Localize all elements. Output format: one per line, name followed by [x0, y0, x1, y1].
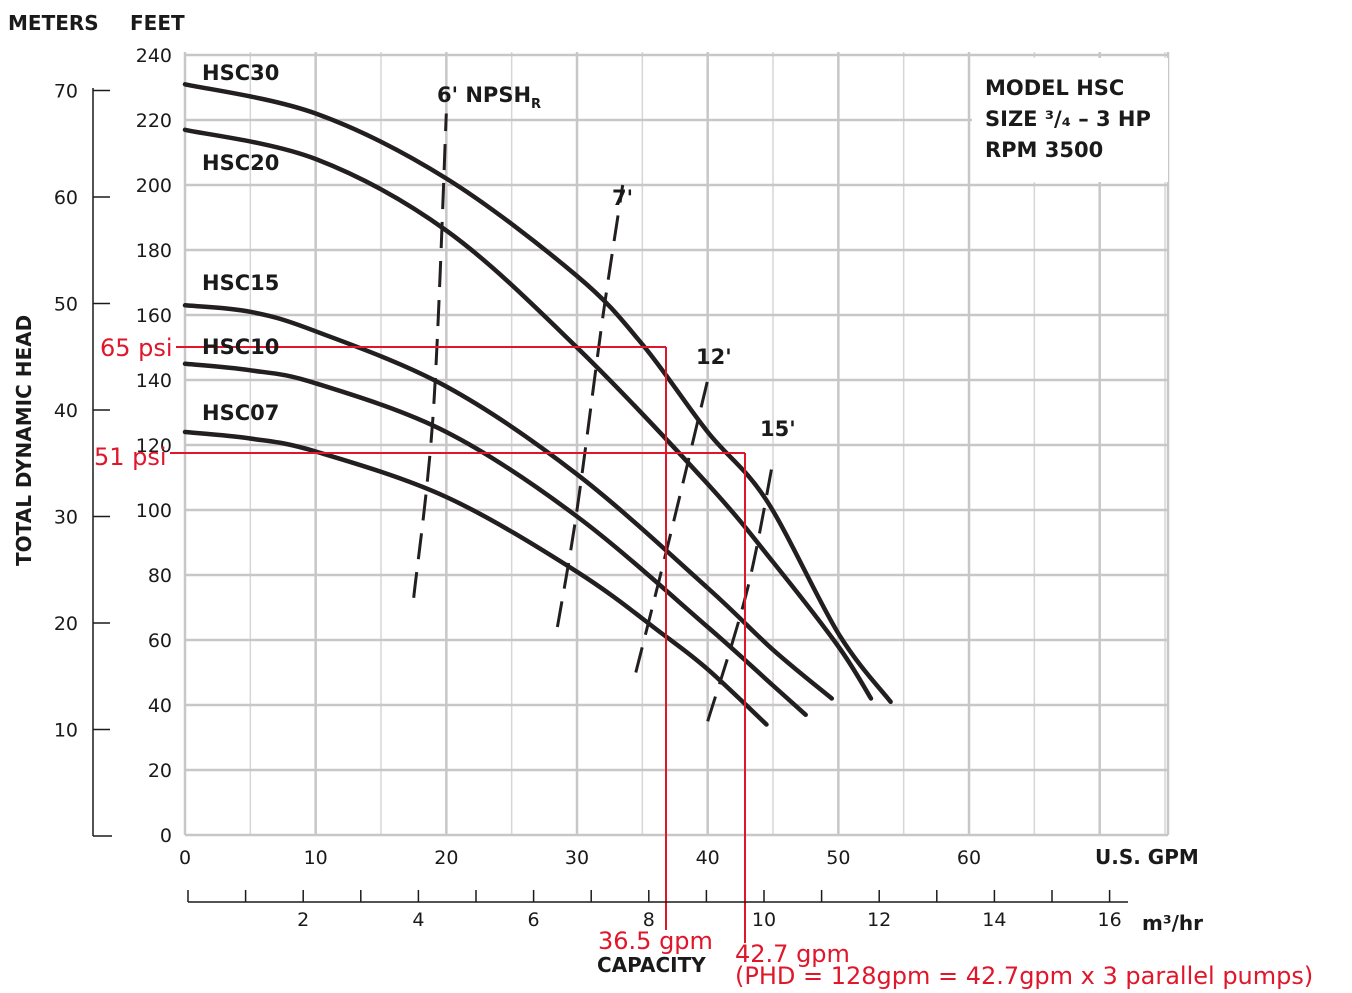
feet-tick-label: 0 [160, 825, 172, 847]
grid [183, 52, 1170, 837]
m3hr-tick-label: 2 [297, 909, 309, 931]
m3hr-tick-label: 8 [643, 909, 655, 931]
npsh-6-label: 6' NPSHR [437, 83, 541, 112]
m3hr-tick-label: 6 [528, 909, 540, 931]
npsh-curves [412, 113, 775, 722]
m3hr-tick-label: 4 [412, 909, 424, 931]
gpm-tick-label: 0 [179, 847, 191, 869]
npsh-curve-0 [412, 113, 448, 598]
feet-tick-label: 200 [136, 175, 172, 197]
label-hsc07: HSC07 [202, 401, 279, 425]
curve-hsc20 [182, 127, 874, 701]
npsh-curve-3 [706, 461, 775, 722]
feet-header: FEET [130, 11, 185, 35]
feet-tick-label: 160 [136, 305, 172, 327]
meters-header: METERS [8, 11, 99, 35]
gpm-tick-label: 50 [826, 847, 850, 869]
label-hsc10: HSC10 [202, 335, 279, 359]
curve-hsc30 [182, 82, 893, 705]
feet-tick-label: 240 [136, 45, 172, 67]
model-line-3: RPM 3500 [985, 138, 1103, 162]
curve-hsc15 [182, 303, 835, 701]
m3hr-tick-label: 16 [1098, 909, 1122, 931]
meters-tick-label: 30 [54, 507, 78, 529]
gpm-427-label: 42.7 gpm [735, 940, 850, 968]
meters-tick-label: 20 [54, 613, 78, 635]
gpm-tick-label: 20 [434, 847, 458, 869]
operating-lines [170, 346, 746, 943]
feet-tick-label: 220 [136, 110, 172, 132]
label-hsc30: HSC30 [202, 61, 279, 85]
psi-51-label: 51 psi [94, 443, 167, 471]
feet-tick-label: 80 [148, 565, 172, 587]
m3hr-tick-label: 10 [752, 909, 776, 931]
meters-tick-label: 10 [54, 720, 78, 742]
m3hr-tick-label: 12 [867, 909, 891, 931]
meters-tick-label: 50 [54, 294, 78, 316]
feet-tick-label: 40 [148, 695, 172, 717]
gpm-tick-label: 40 [696, 847, 720, 869]
y-axis-title: TOTAL DYNAMIC HEAD [12, 315, 36, 566]
npsh-15-label: 15' [760, 417, 796, 441]
gpm-unit-label: U.S. GPM [1095, 845, 1199, 869]
m3hr-tick-label: 14 [982, 909, 1006, 931]
gpm-tick-label: 30 [565, 847, 589, 869]
feet-tick-label: 140 [136, 370, 172, 392]
npsh-curve-1 [555, 184, 625, 628]
npsh-7-label: 7' [612, 186, 633, 210]
gpm-tick-label: 10 [304, 847, 328, 869]
m3hr-unit-label: m³/hr [1142, 911, 1203, 935]
psi-65-label: 65 psi [100, 334, 173, 362]
phd-note: (PHD = 128gpm = 42.7gpm x 3 parallel pum… [735, 962, 1313, 990]
npsh-curve-2 [634, 379, 710, 673]
feet-tick-label: 60 [148, 630, 172, 652]
model-box [972, 58, 1168, 182]
curve-hsc10 [182, 361, 808, 718]
model-line-1: MODEL HSC [985, 76, 1124, 100]
gpm-365-label: 36.5 gpm [598, 927, 713, 955]
feet-tick-label: 180 [136, 240, 172, 262]
label-hsc20: HSC20 [202, 151, 279, 175]
curve-hsc07 [182, 429, 769, 727]
label-hsc15: HSC15 [202, 271, 279, 295]
meters-tick-label: 40 [54, 400, 78, 422]
capacity-label: CAPACITY [597, 953, 706, 977]
meters-tick-label: 70 [54, 81, 78, 103]
pump-curves [182, 82, 893, 727]
feet-tick-label: 20 [148, 760, 172, 782]
meters-tick-label: 60 [54, 187, 78, 209]
feet-tick-label: 100 [136, 500, 172, 522]
gpm-tick-label: 60 [957, 847, 981, 869]
model-line-2: SIZE ³/₄ – 3 HP [985, 107, 1151, 131]
npsh-12-label: 12' [696, 345, 732, 369]
feet-tick-label: 120 [136, 435, 172, 457]
